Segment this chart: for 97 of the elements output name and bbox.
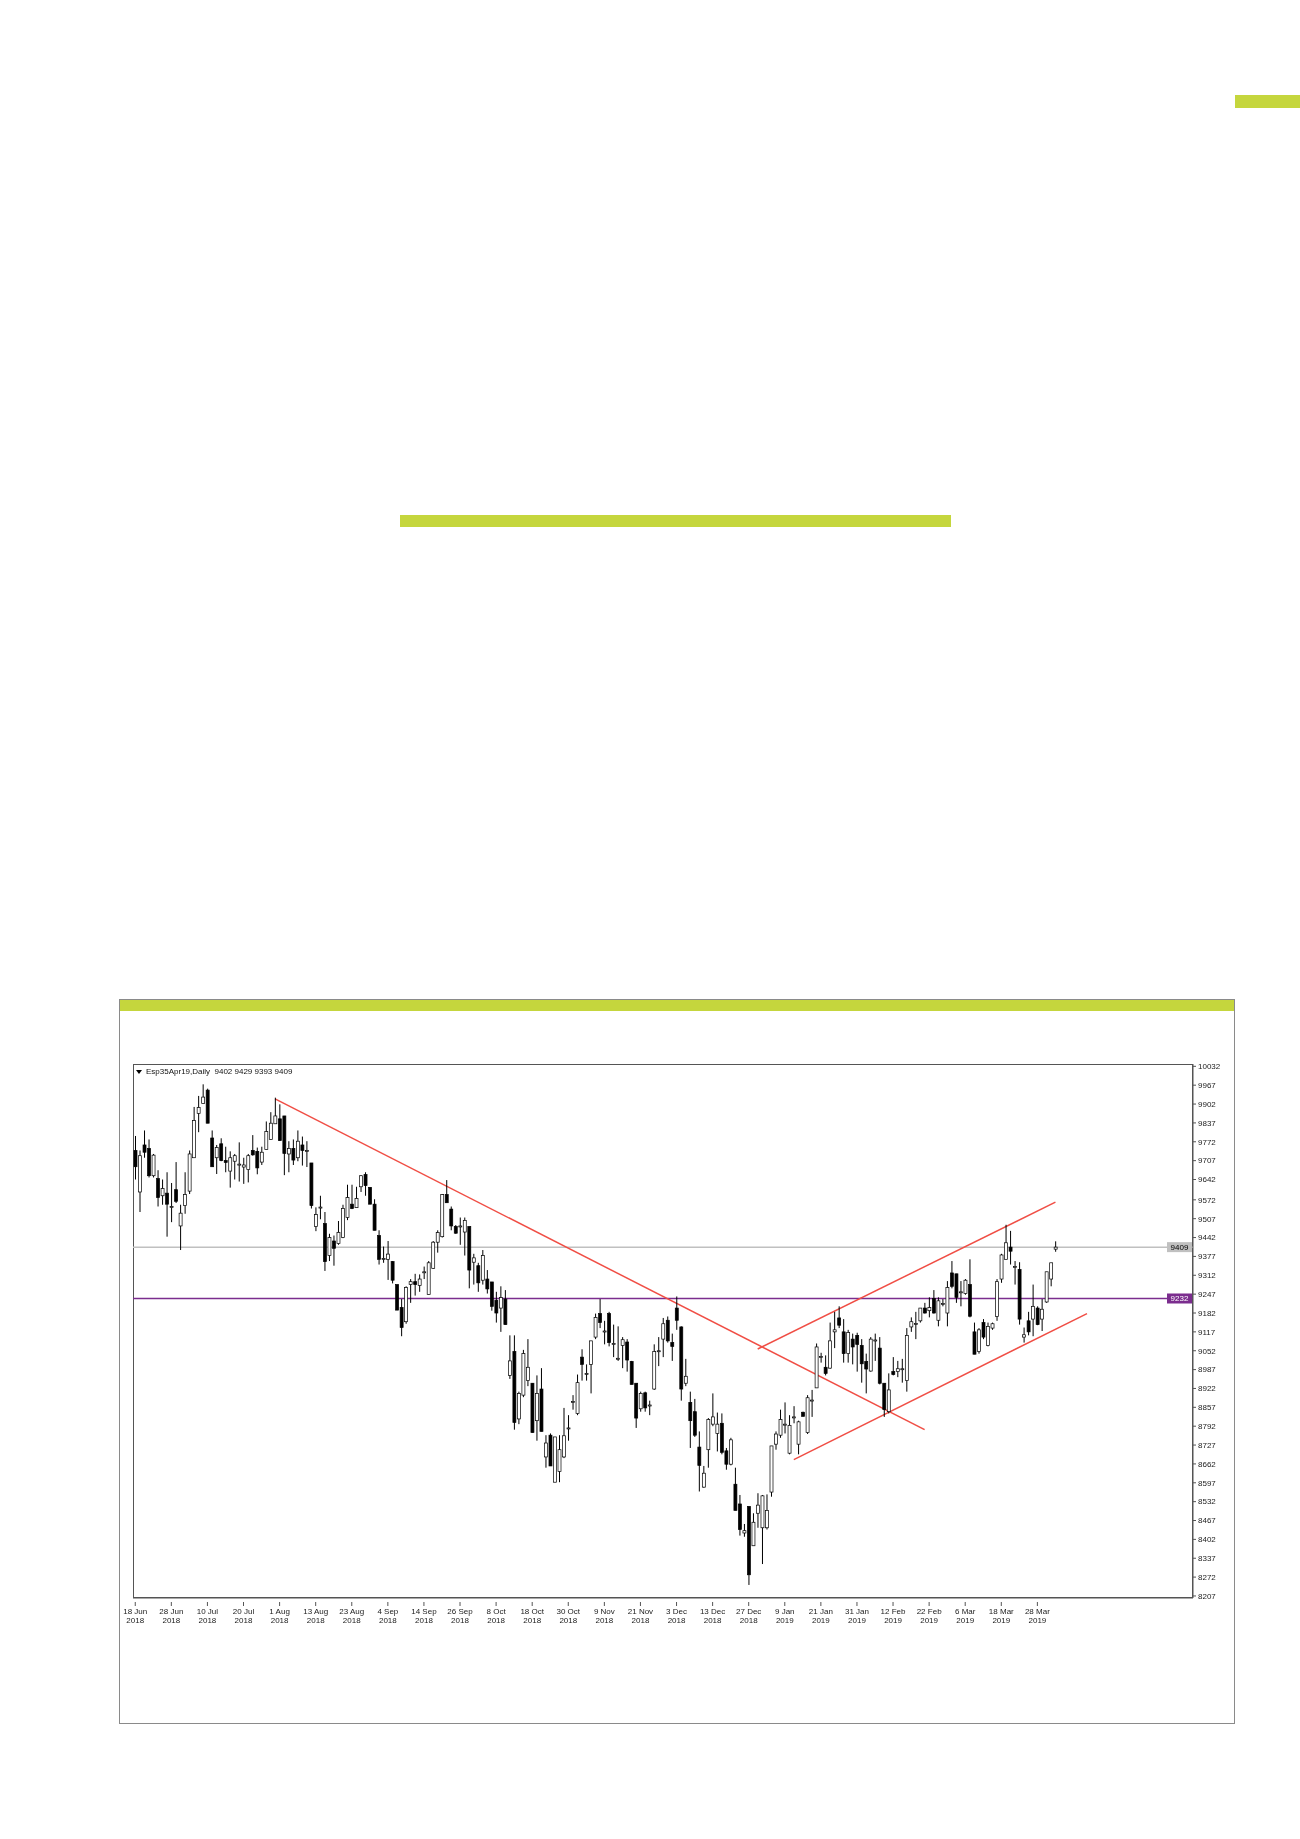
y-tick-label: 9052 <box>1198 1346 1217 1356</box>
x-tick-label: 21 Nov 2018 <box>627 1607 654 1625</box>
y-tick-label: 9837 <box>1198 1118 1217 1128</box>
y-tick-label: 8402 <box>1198 1535 1217 1545</box>
candlestick <box>913 1311 918 1340</box>
y-tick-label: 9117 <box>1198 1327 1216 1337</box>
candlestick <box>363 1171 368 1197</box>
x-tick-label: 1 Aug 2018 <box>269 1607 290 1625</box>
candlestick <box>841 1318 846 1364</box>
candlestick <box>1008 1230 1013 1266</box>
candlestick <box>408 1278 413 1304</box>
candlestick <box>449 1206 454 1231</box>
chart-title: Esp35Apr19,Daily 9402 9429 9393 9409 <box>146 1067 293 1076</box>
x-tick-label: 9 Jan 2019 <box>775 1607 795 1625</box>
x-tick-label: 22 Feb 2019 <box>916 1607 943 1625</box>
x-tick-label: 21 Jan 2019 <box>808 1607 833 1625</box>
x-tick-label: 10 Jul 2018 <box>196 1607 219 1625</box>
candlestick <box>241 1157 246 1185</box>
x-tick-label: 12 Feb 2019 <box>880 1607 907 1625</box>
ref-line-label: 9232 <box>1170 1294 1189 1304</box>
x-tick-label: 27 Dec 2018 <box>736 1607 762 1625</box>
candlestick <box>936 1296 941 1327</box>
x-tick-label: 9 Nov 2018 <box>593 1607 615 1625</box>
y-tick-label: 8792 <box>1198 1422 1217 1432</box>
y-tick-label: 8337 <box>1198 1554 1217 1564</box>
y-tick-label: 9642 <box>1198 1175 1217 1185</box>
y-tick-label: 9967 <box>1198 1081 1217 1091</box>
candlestick <box>255 1147 260 1175</box>
ref-line-label: 9409 <box>1170 1243 1189 1253</box>
x-tick-label: 28 Mar 2019 <box>1024 1607 1051 1625</box>
candlestick <box>300 1136 305 1167</box>
candlestick <box>223 1146 228 1173</box>
candlestick <box>701 1465 706 1489</box>
x-tick-label: 3 Dec 2018 <box>666 1607 687 1625</box>
candlestick <box>665 1315 670 1344</box>
candlestick <box>232 1153 237 1181</box>
x-tick-label: 20 Jul 2018 <box>232 1607 255 1625</box>
x-tick-label: 23 Aug 2018 <box>339 1607 365 1625</box>
candlestick <box>886 1372 891 1414</box>
y-tick-label: 8207 <box>1198 1591 1217 1601</box>
y-tick-label: 9377 <box>1198 1252 1217 1262</box>
x-tick-label: 30 Oct 2018 <box>556 1607 581 1625</box>
y-tick-label: 8987 <box>1198 1365 1217 1375</box>
candlestick <box>859 1338 864 1384</box>
candlestick <box>458 1217 463 1246</box>
x-tick-label: 6 Mar 2019 <box>954 1607 976 1625</box>
candlestick <box>237 1141 242 1183</box>
y-tick-label: 8597 <box>1198 1478 1217 1488</box>
y-tick-label: 9572 <box>1198 1195 1217 1205</box>
y-tick-label: 9772 <box>1198 1137 1217 1147</box>
x-tick-label: 28 Jun 2018 <box>159 1607 184 1625</box>
y-tick-label: 8532 <box>1198 1497 1217 1507</box>
candlestick <box>850 1333 855 1365</box>
candlestick <box>354 1186 359 1209</box>
candlestick <box>837 1305 842 1329</box>
x-tick-label: 18 Mar 2019 <box>988 1607 1015 1625</box>
y-tick-label: 9707 <box>1198 1156 1217 1166</box>
x-tick-label: 13 Dec 2018 <box>699 1607 726 1625</box>
candlestick <box>196 1095 201 1133</box>
y-tick-label: 8272 <box>1198 1572 1217 1582</box>
x-tick-label: 14 Sep 2018 <box>411 1607 438 1625</box>
x-tick-label: 18 Oct 2018 <box>520 1607 545 1625</box>
candlestick <box>855 1332 860 1373</box>
candlestick <box>670 1333 675 1362</box>
candlestick <box>688 1391 693 1449</box>
candlestick <box>174 1161 178 1204</box>
x-tick-label: 18 Jun 2018 <box>123 1607 148 1625</box>
candlestick <box>674 1295 679 1331</box>
y-tick-label: 10032 <box>1198 1062 1221 1072</box>
candlestick <box>832 1311 837 1349</box>
x-tick-label: 26 Sep 2018 <box>447 1607 474 1625</box>
candlestick <box>972 1322 977 1355</box>
candlestick <box>246 1153 251 1183</box>
candlestick <box>846 1329 851 1364</box>
candlestick <box>557 1434 562 1483</box>
x-tick-label: 4 Sep 2018 <box>377 1607 399 1625</box>
x-tick-label: 13 Aug 2018 <box>303 1607 329 1625</box>
y-tick-label: 8467 <box>1198 1516 1217 1526</box>
candlestick <box>692 1398 697 1438</box>
y-tick-label: 9182 <box>1198 1308 1217 1318</box>
y-tick-label: 9312 <box>1198 1271 1217 1281</box>
y-tick-label: 9507 <box>1198 1214 1217 1224</box>
y-tick-label: 8662 <box>1198 1459 1217 1469</box>
candlestick <box>264 1120 269 1151</box>
y-tick-label: 9442 <box>1198 1233 1217 1243</box>
x-tick-label: 8 Oct 2018 <box>486 1607 507 1625</box>
y-tick-label: 8727 <box>1198 1440 1217 1450</box>
y-tick-label: 9902 <box>1198 1099 1217 1109</box>
candlestick <box>661 1317 666 1358</box>
candlestick <box>697 1430 702 1492</box>
x-tick-label: 31 Jan 2019 <box>844 1607 869 1625</box>
candlestick <box>927 1296 932 1318</box>
y-tick-label: 9247 <box>1198 1289 1217 1299</box>
candlestick <box>259 1146 264 1166</box>
candlestick <box>228 1150 233 1189</box>
y-tick-label: 8922 <box>1198 1384 1217 1394</box>
y-tick-label: 8857 <box>1198 1403 1217 1413</box>
